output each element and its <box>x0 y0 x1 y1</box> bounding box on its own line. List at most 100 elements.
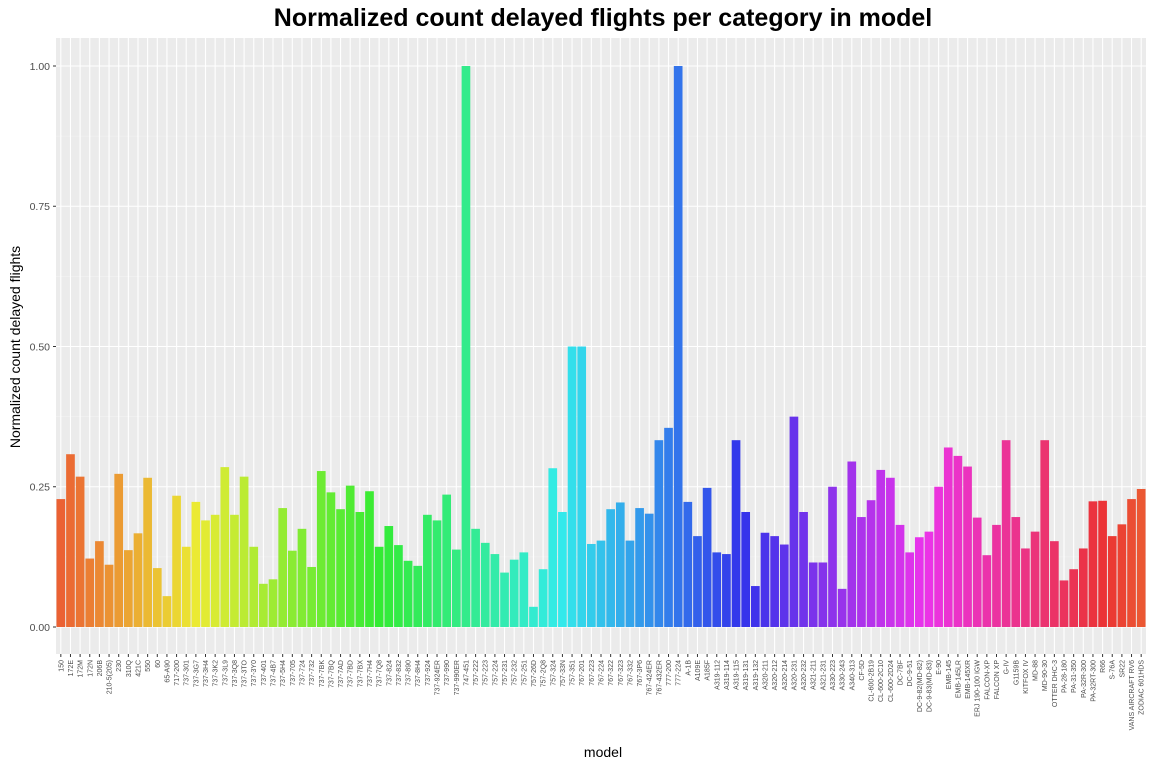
bar <box>664 427 673 627</box>
bar <box>538 569 548 627</box>
bar <box>442 494 452 627</box>
x-tick-label: 757-26D <box>531 660 538 687</box>
bar <box>654 440 664 627</box>
bar <box>307 566 316 627</box>
bar <box>75 476 85 627</box>
bar <box>847 461 857 627</box>
x-tick-label: 172E <box>68 660 75 677</box>
x-tick-label: 767-323 <box>618 660 625 686</box>
x-tick-label: 737-732 <box>309 660 316 686</box>
x-tick-label: 757-231 <box>502 660 509 686</box>
bar <box>384 526 394 627</box>
bar <box>191 501 201 627</box>
x-tick-label: 757-251 <box>521 660 528 686</box>
bar <box>114 473 124 627</box>
x-tick-label: 737-5H4 <box>280 660 287 687</box>
bar <box>413 565 423 627</box>
bar <box>104 564 114 627</box>
bar <box>625 540 635 627</box>
x-tick-label: G1159B <box>1013 660 1020 685</box>
bar <box>1088 501 1098 627</box>
bar <box>220 467 230 627</box>
x-tick-label: CL-600-2B19 <box>869 660 876 702</box>
bar <box>905 552 915 627</box>
x-tick-label: 737-7BX <box>357 660 364 688</box>
x-tick-label: 767-201 <box>579 660 586 686</box>
x-tick-label: PA-31-350 <box>1071 660 1078 693</box>
x-tick-label: 210-5(205) <box>107 660 114 694</box>
x-tick-label: 737-4B7 <box>271 660 278 687</box>
y-tick-label: 1.00 <box>30 61 51 73</box>
x-tick-label: PA-32R-300 <box>1081 660 1088 698</box>
x-tick-label: 737-3Q8 <box>232 660 239 687</box>
bar <box>461 66 471 627</box>
bar <box>789 416 799 627</box>
x-tick-label: 737-7BD <box>348 660 355 688</box>
x-tick-label: A-1B <box>685 660 692 676</box>
y-tick-label: 0.75 <box>30 201 51 213</box>
x-tick-label: A330-243 <box>840 660 847 690</box>
x-tick-label: 757-223 <box>483 660 490 686</box>
x-tick-label: 60 <box>155 660 162 668</box>
x-tick-label: 717-200 <box>174 660 181 686</box>
x-tick-label: MD-90-30 <box>1042 660 1049 691</box>
bar <box>722 554 731 627</box>
bar <box>297 528 307 627</box>
x-tick-label: 767-224 <box>599 660 606 686</box>
bar <box>693 536 702 627</box>
bar <box>799 511 808 627</box>
x-tick-label: A319-112 <box>714 660 721 690</box>
x-tick-label: A340-313 <box>849 660 856 690</box>
bar <box>336 509 345 627</box>
bar <box>1107 536 1117 627</box>
x-tick-label: A319-114 <box>724 660 731 690</box>
bar <box>837 588 847 627</box>
x-tick-label: 421C <box>135 660 142 677</box>
bar <box>644 513 654 627</box>
x-tick-label: CL-600-2C10 <box>878 660 885 702</box>
x-tick-label: VANS AIRCRAFT RV6 <box>1129 660 1136 731</box>
bar <box>750 586 760 627</box>
bar <box>779 544 789 627</box>
bar <box>558 511 567 627</box>
x-tick-label: 777-200 <box>666 660 673 686</box>
bar <box>1098 500 1107 627</box>
x-tick-label: 737-824 <box>386 660 393 686</box>
x-tick-label: 757-224 <box>492 660 499 686</box>
bar <box>1050 541 1059 627</box>
bar <box>972 517 982 627</box>
x-tick-label: 757-2Q8 <box>541 660 548 687</box>
bar <box>615 502 625 627</box>
bar <box>172 495 181 627</box>
bar <box>355 511 365 627</box>
bar <box>992 524 1001 627</box>
bar <box>808 562 818 627</box>
x-tick-label: EMB-145XR <box>965 660 972 699</box>
bar <box>1040 440 1050 627</box>
bar <box>1069 569 1078 627</box>
bar <box>287 550 297 627</box>
bar <box>866 500 876 627</box>
x-tick-label: 737-990ER <box>454 660 461 695</box>
x-tick-label: A319-115 <box>734 660 741 690</box>
x-tick-label: SR22 <box>1119 660 1126 678</box>
x-tick-label: 747-451 <box>463 660 470 686</box>
x-tick-label: 767-424ER <box>647 660 654 695</box>
x-tick-label: R66 <box>1100 660 1107 673</box>
x-tick-label: 737-3L9 <box>222 660 229 686</box>
x-tick-label: 767-223 <box>589 660 596 686</box>
x-tick-label: 737-8H4 <box>415 660 422 687</box>
x-tick-label: 737-924 <box>425 660 432 686</box>
x-tick-label: 550 <box>145 660 152 672</box>
bar <box>770 536 779 627</box>
x-tick-label: A109E <box>695 660 702 681</box>
bar <box>673 66 683 627</box>
bar <box>818 562 828 627</box>
x-tick-label: 757-222 <box>473 660 480 686</box>
bar <box>596 540 606 627</box>
bar <box>181 546 191 627</box>
bar <box>924 531 934 627</box>
x-tick-label: KITFOX IV <box>1023 660 1030 694</box>
x-tick-label: 767-3P6 <box>637 660 644 687</box>
x-tick-label: A320-212 <box>772 660 779 690</box>
